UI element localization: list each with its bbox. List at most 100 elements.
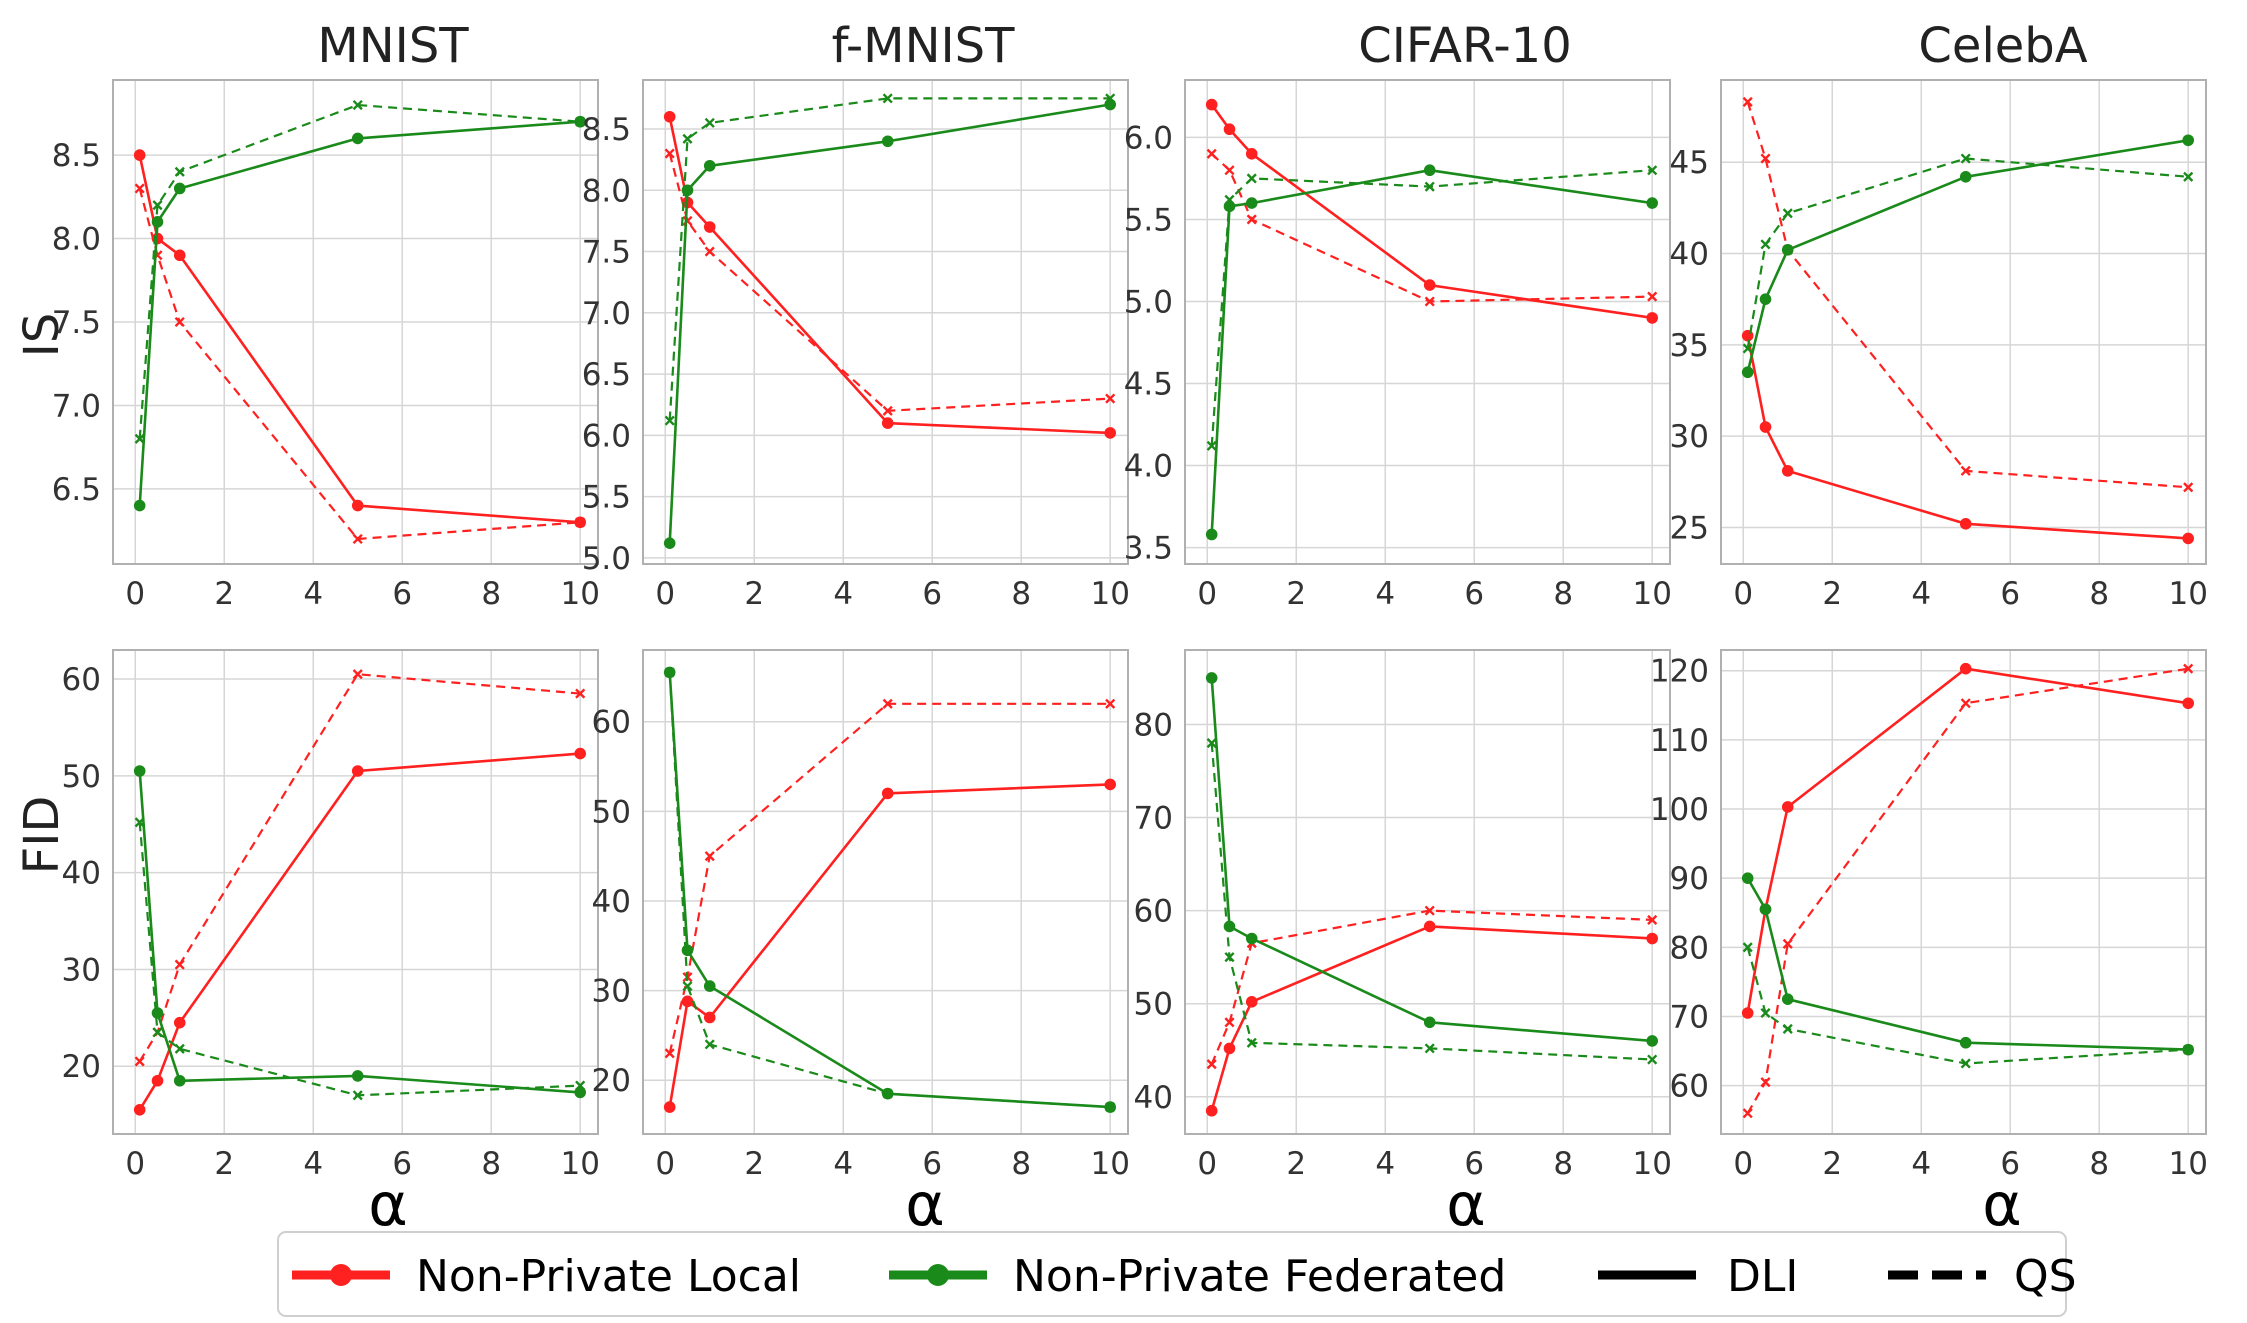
y-tick-label: 5.5 [582,480,631,516]
x-tick-label: 0 [1733,576,1753,612]
series-non-private-local-qs-point [1206,148,1217,159]
series-non-private-federated-dli-point [1781,244,1794,256]
plot-area [1185,80,1670,564]
plot-area [1185,650,1670,1134]
series-non-private-federated-qs-point [882,1088,893,1099]
series-non-private-federated-dli-point [1205,528,1218,541]
panel-cifar-10-is: 0 2 4 6 8 10 3.5 4.0 4.5 5.0 5.5 6.0 [1124,79,1672,612]
plot-frame [642,79,1129,565]
series-non-private-local-dli-point [1423,920,1436,933]
series-non-private-federated-qs-point [1782,208,1793,219]
x-tick-label: 4 [303,576,323,612]
series-non-private-local-dli-point [173,249,186,262]
column-title-f-mnist: f-MNIST [832,18,1016,74]
x-axis-symbol-col-4: α [1982,1170,2022,1240]
series-non-private-local-dli-point [2182,532,2195,545]
x-tick-label: 2 [214,1146,234,1182]
y-tick-label: 7.0 [52,388,101,424]
plot-frame [1720,649,2207,1135]
series-non-private-local-qs-point [882,405,893,416]
y-tick-label: 3.5 [1124,531,1173,567]
panel-celeba-is: 0 2 4 6 8 10 25 30 35 40 45 [1670,79,2208,612]
series-non-private-local-dli-point [133,149,146,161]
x-tick-label: 0 [1733,1146,1753,1182]
y-tick-label: 8.0 [582,173,631,209]
plot-frame [1184,79,1671,565]
series-non-private-local-dli-point [1223,1042,1236,1055]
series-non-private-federated-qs-point [1424,1043,1435,1054]
column-title-mnist: MNIST [317,18,469,74]
y-tick-label: 30 [592,974,631,1010]
legend-frame [277,1231,2067,1317]
y-tick-label: 7.5 [52,305,101,341]
series-non-private-federated-dli-point [151,1007,164,1019]
plot-panels: 0 2 4 6 8 106.57.07.58.08.50 2 4 6 8 105.05.56.06.… [52,79,2208,1182]
x-axis-symbol-col-2: α [905,1170,945,1240]
x-tick-label: 8 [481,1146,501,1182]
series-non-private-local-dli-point [663,1101,676,1113]
series-non-private-local-dli-point [1759,421,1772,433]
series-non-private-federated-qs-point [174,1043,185,1054]
panel-cifar-10-fid: 0 2 4 6 8 10 40 50 60 70 80 [1134,649,1672,1182]
x-tick-label: 2 [1822,576,1842,612]
series-non-private-local-dli-point [1205,98,1218,111]
series-non-private-federated-dli-point [703,159,716,172]
series-non-private-local-dli-point [1245,148,1258,160]
legend-label-dli: DLI [1727,1251,1798,1302]
y-tick-label: 7.5 [582,235,631,271]
series-non-private-federated-qs-point [352,99,363,111]
series-non-private-local-qs-point [1742,1108,1753,1119]
x-tick-label: 2 [1286,1146,1306,1182]
y-tick-label: 8.5 [52,138,101,174]
series-non-private-federated-qs-point [1960,153,1971,164]
x-tick-label: 8 [2089,1146,2109,1182]
y-tick-label: 50 [1134,987,1173,1023]
x-tick-label: 0 [655,576,675,612]
series-non-private-federated-qs-point [1742,942,1753,953]
x-tick-label: 8 [1553,576,1573,612]
y-tick-label: 5.0 [1124,284,1173,320]
plot-area [1721,80,2206,564]
x-tick-label: 4 [1375,576,1395,612]
series-non-private-local-qs-point [1105,393,1116,404]
y-tick-label: 35 [1670,328,1709,364]
column-title-cifar-10: CIFAR-10 [1358,18,1572,74]
series-non-private-federated-qs-point [1105,93,1116,104]
x-tick-label: 10 [1632,1146,1671,1182]
series-non-private-local-qs-point [1224,1017,1235,1028]
series-non-private-federated-qs-point [1246,173,1257,184]
x-tick-label: 0 [125,1146,145,1182]
x-tick-label: 0 [125,576,145,612]
series-non-private-federated-qs-point [664,415,675,426]
series-non-private-federated-dli-point [1205,672,1218,684]
series-non-private-federated-dli-point [663,537,676,549]
row-label-is: IS [14,313,70,358]
series-non-private-local-dli-point [574,747,587,760]
y-tick-label: 60 [1134,894,1173,930]
series-non-private-local-qs-point [664,148,675,159]
series-non-private-federated-dli-point [133,765,146,777]
x-tick-label: 0 [655,1146,675,1182]
series-non-private-local-dli-point [1104,778,1117,791]
series-non-private-federated-qs-point [682,981,693,992]
series-non-private-federated-dli-point [1959,1036,1972,1049]
x-tick-label: 8 [1553,1146,1573,1182]
series-non-private-local-dli-point [151,1074,164,1087]
series-non-private-federated-qs-line [668,97,1111,421]
series-non-private-local-dli-point [173,1016,186,1029]
series-non-private-local-dli-point [351,765,364,777]
x-tick-label: 4 [833,1146,853,1182]
x-tick-label: 6 [392,1146,412,1182]
x-tick-label: 10 [560,576,599,612]
series-non-private-federated-qs-point [664,667,675,678]
plot-area [643,650,1128,1134]
series-non-private-local-qs-point [134,183,145,194]
series-non-private-federated-dli-point [1423,1016,1436,1029]
series-non-private-federated-qs-point [575,116,586,127]
y-tick-label: 40 [62,856,101,892]
series-non-private-local-dli-point [1781,465,1794,477]
series-non-private-federated-qs-point [1760,239,1771,250]
y-tick-label: 8.5 [582,112,631,148]
series-non-private-federated-dli-point [173,182,186,195]
panel-mnist-fid: 0 2 4 6 8 10 20 30 40 50 60 [62,649,600,1182]
